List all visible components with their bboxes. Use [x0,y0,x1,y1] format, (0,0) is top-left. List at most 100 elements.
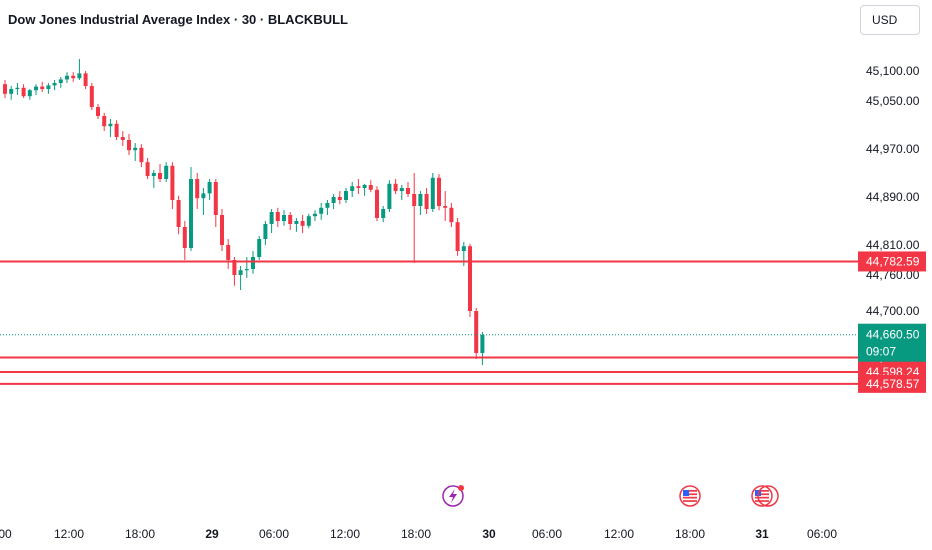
x-tick-label: 06:00 [532,527,562,541]
candle-body [83,73,88,86]
candle-body [313,213,317,217]
candle-body [381,209,386,218]
candle-body [15,87,20,89]
candle-body [207,182,212,194]
y-tick-label: 44,890.00 [866,190,920,204]
candle-body [244,269,249,271]
candle-body [34,86,38,91]
candles [3,59,485,365]
y-tick-label: 44,810.00 [866,238,920,252]
candle-body [133,147,138,151]
candle-body [195,179,200,199]
candle-body [46,85,51,89]
candle-body [437,177,441,206]
candle-body [52,83,57,86]
x-tick-label: 18:00 [401,527,431,541]
candle-body [120,137,125,140]
currency-button[interactable]: USD [860,5,920,35]
candle-body [412,194,417,206]
x-tick-label: 06:00 [807,527,837,541]
candle-body [468,246,472,311]
candle-body [58,79,63,83]
candle-body [362,185,367,188]
candle-body [3,84,7,94]
candle-body [96,107,100,116]
candle-body [356,186,361,188]
x-tick-label: 00 [0,527,12,541]
candle-body [220,215,224,245]
candle-body [443,206,448,208]
candle-body [300,221,305,226]
candle-body [21,87,26,97]
x-tick-label: 30 [482,527,496,541]
flash-event-icon[interactable] [442,485,464,507]
candle-body [189,179,193,248]
candle-body [306,216,311,226]
us-flag-event-icon-2[interactable] [751,485,773,507]
x-tick-label: 06:00 [259,527,289,541]
candle-body [375,189,379,218]
us-flag-event-icon[interactable] [679,485,701,507]
candle-body [399,188,404,191]
level-price-label: 44,782.59 [866,254,920,268]
candle-body [325,203,330,208]
candle-body [151,173,156,176]
candle-body [238,270,243,275]
candle-body [480,335,485,353]
candle-body [102,116,107,127]
x-tick-label: 31 [755,527,769,541]
candle-body [40,86,45,89]
candle-body [182,227,187,248]
candle-body [288,215,293,224]
candle-body [430,177,435,209]
candle-body [294,221,299,224]
candle-body [65,75,69,80]
candle-body [139,147,144,163]
candle-body [474,311,479,353]
level-price-tag [858,374,926,393]
candle-body [269,212,274,224]
candle-body [145,162,150,176]
candle-body [319,207,324,214]
countdown-label: 09:07 [866,345,896,359]
level-price-label: 44,578.57 [866,377,920,391]
candle-body [226,245,231,260]
x-tick-label: 12:00 [604,527,634,541]
candle-body [461,246,466,251]
candle-body [170,165,175,200]
candle-body [114,123,119,137]
candle-body [449,207,454,223]
x-tick-label: 18:00 [125,527,155,541]
candle-body [251,257,255,269]
x-tick-label: 29 [205,527,219,541]
candle-body [337,197,342,200]
candle-body [164,165,169,179]
y-tick-label: 44,760.00 [866,268,920,282]
x-tick-label: 12:00 [330,527,360,541]
candle-body [393,183,398,191]
candle-body [77,73,82,79]
candle-body [201,193,206,199]
candle-body [424,194,429,209]
chart-title: Dow Jones Industrial Average Index · 30 … [8,12,348,27]
candle-body [27,90,32,97]
candle-body [89,86,94,107]
candle-body [368,185,373,190]
y-tick-label: 45,050.00 [866,94,920,108]
candle-body [455,222,460,251]
candle-body [9,89,14,94]
candle-body [257,239,262,257]
candle-body [71,75,76,79]
y-tick-label: 44,700.00 [866,304,920,318]
last-price-tag [858,323,926,362]
y-tick-label: 45,100.00 [866,64,920,78]
candle-body [344,191,348,200]
candle-body [275,212,280,221]
level-price-tag [858,251,926,272]
candle-body [387,183,392,209]
candle-body [418,194,423,206]
candle-body [176,200,181,227]
last-price-label: 44,660.50 [866,328,920,342]
candle-body [263,224,268,239]
